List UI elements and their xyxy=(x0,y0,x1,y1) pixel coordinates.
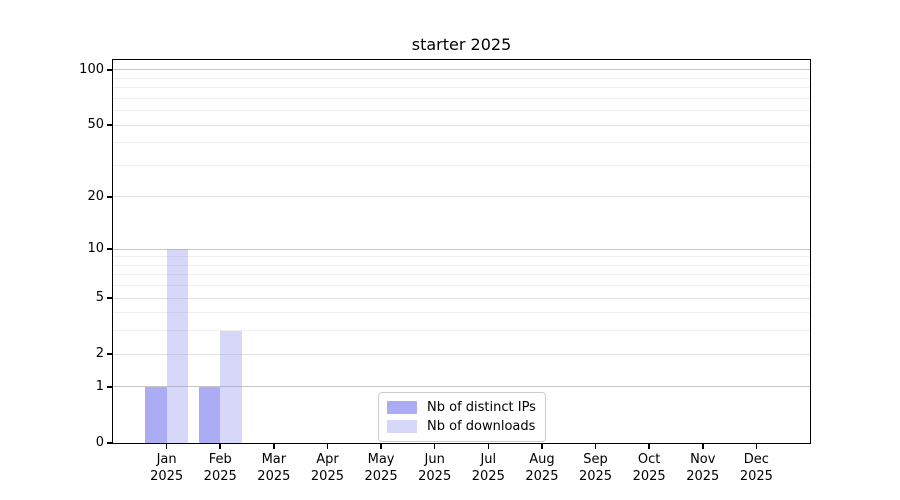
x-tick-mark xyxy=(541,444,543,449)
legend-swatch-distinct-ips-icon xyxy=(387,401,417,414)
x-tick-mark xyxy=(273,444,275,449)
grid-line xyxy=(113,386,810,388)
grid-line xyxy=(113,248,810,250)
bar-downloads-feb xyxy=(220,330,242,443)
grid-line xyxy=(113,312,810,314)
x-tick-mark xyxy=(487,444,490,449)
y-tick-mark xyxy=(107,124,112,126)
grid-line xyxy=(113,142,810,144)
y-tick-mark xyxy=(107,353,112,355)
x-tick-mark xyxy=(433,444,436,449)
y-tick-label: 10 xyxy=(87,241,104,257)
legend-swatch-downloads-icon xyxy=(387,420,417,433)
grid-line xyxy=(113,164,810,166)
y-tick-label: 1 xyxy=(95,378,104,394)
grid-line xyxy=(113,97,810,99)
x-tick-mark xyxy=(326,444,329,449)
x-tick-mark xyxy=(165,444,168,449)
x-tick-label: Jul 2025 xyxy=(471,452,505,484)
bar-downloads-jan xyxy=(166,249,189,443)
grid-line xyxy=(113,264,810,266)
legend-label-distinct-ips: Nb of distinct IPs xyxy=(427,400,536,415)
grid-line xyxy=(113,196,810,198)
x-tick-label: Feb 2025 xyxy=(203,452,237,484)
grid-line xyxy=(113,330,810,332)
grid-line xyxy=(113,353,810,355)
bar-distinct-ips-feb xyxy=(198,386,221,443)
x-tick-label: Apr 2025 xyxy=(310,452,344,484)
y-tick-mark xyxy=(107,442,112,444)
legend-item-downloads: Nb of downloads xyxy=(387,417,536,436)
grid-line xyxy=(113,274,810,276)
grid-line xyxy=(113,110,810,112)
y-tick-label: 20 xyxy=(87,188,104,204)
x-tick-mark xyxy=(702,444,704,449)
legend-item-distinct-ips: Nb of distinct IPs xyxy=(387,398,536,417)
grid-line xyxy=(113,69,810,71)
x-tick-label: Aug 2025 xyxy=(525,452,559,484)
x-tick-mark xyxy=(380,444,382,449)
x-tick-mark xyxy=(219,444,221,449)
grid-line xyxy=(113,77,810,79)
y-tick-mark xyxy=(107,196,112,198)
y-tick-label: 2 xyxy=(95,346,104,362)
legend-label-downloads: Nb of downloads xyxy=(427,419,536,434)
x-tick-label: Jun 2025 xyxy=(418,452,452,484)
x-tick-mark xyxy=(594,444,597,449)
x-tick-label: Jan 2025 xyxy=(150,452,184,484)
y-tick-mark xyxy=(107,297,112,299)
x-tick-label: Mar 2025 xyxy=(257,452,291,484)
x-tick-label: Sep 2025 xyxy=(578,452,613,484)
y-tick-label: 5 xyxy=(95,290,104,306)
grid-line xyxy=(113,87,810,89)
y-tick-mark xyxy=(107,248,112,250)
bar-distinct-ips-jan xyxy=(145,386,167,443)
x-tick-label: May 2025 xyxy=(364,452,398,484)
x-tick-mark xyxy=(755,444,758,449)
x-tick-label: Oct 2025 xyxy=(632,452,666,484)
grid-line xyxy=(113,124,810,126)
y-tick-label: 100 xyxy=(79,61,104,77)
legend: Nb of distinct IPs Nb of downloads xyxy=(378,392,546,442)
grid-line xyxy=(113,285,810,287)
y-tick-label: 50 xyxy=(87,117,104,133)
x-tick-label: Dec 2025 xyxy=(739,452,773,484)
y-tick-mark xyxy=(107,386,112,388)
x-tick-mark xyxy=(648,444,650,449)
x-tick-label: Nov 2025 xyxy=(686,452,720,484)
y-tick-mark xyxy=(107,69,112,71)
plot-area xyxy=(113,60,810,443)
grid-line xyxy=(113,297,810,299)
grid-line xyxy=(113,256,810,258)
y-tick-label: 0 xyxy=(95,435,104,450)
chart-title: starter 2025 xyxy=(411,35,512,54)
